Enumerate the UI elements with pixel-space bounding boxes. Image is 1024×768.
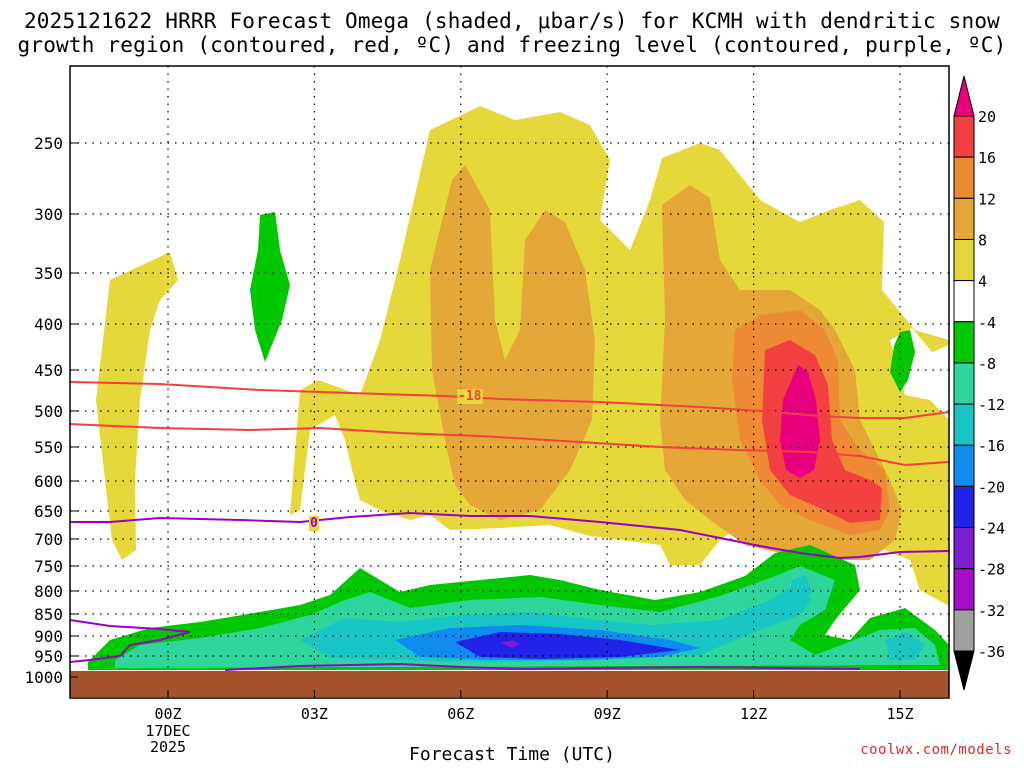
y-tick-label-800: 800 xyxy=(34,582,63,601)
chart-title-line-1: 2025121622 HRRR Forecast Omega (shaded, … xyxy=(23,9,1001,33)
x-tick-label-06Z: 06Z xyxy=(447,705,474,723)
x-date-label-0: 17DEC xyxy=(145,722,190,740)
colorbar-label-2: 12 xyxy=(978,190,996,208)
colorbar-label-4: 4 xyxy=(978,273,987,291)
x-tick-label-03Z: 03Z xyxy=(301,705,328,723)
colorbar-swatch-6 xyxy=(953,321,975,364)
y-tick-label-500: 500 xyxy=(34,402,63,421)
colorbar-swatch-10 xyxy=(953,485,975,529)
colorbar-label-10: -24 xyxy=(978,520,1005,538)
colorbar-label-12: -32 xyxy=(978,602,1005,620)
colorbar-swatch-9 xyxy=(953,444,975,487)
y-tick-label-950: 950 xyxy=(34,647,63,666)
x-tick-label-00Z: 00Z xyxy=(154,705,181,723)
colorbar-label-3: 8 xyxy=(978,231,987,249)
plot-frame xyxy=(69,65,950,699)
omega-region-neg-4-8-small xyxy=(890,330,915,392)
x-tick-label-15Z: 15Z xyxy=(886,705,913,723)
y-tick-label-650: 650 xyxy=(34,502,63,521)
colorbar-label-0: 20 xyxy=(978,108,996,126)
dgz-contour-label: -18 xyxy=(458,389,482,404)
chart-title-line-2: growth region (contoured, red, ºC) and f… xyxy=(17,33,1007,57)
lbl-fz-bg xyxy=(309,516,319,531)
y-tick-label-450: 450 xyxy=(34,361,63,380)
x-date-label-1: 2025 xyxy=(150,738,186,756)
colorbar-swatch-11 xyxy=(953,527,975,570)
omega-region-neg-24-28 xyxy=(500,640,520,648)
x-axis-label: Forecast Time (UTC) xyxy=(409,744,615,765)
y-tick-label-900: 900 xyxy=(34,627,63,646)
colorbar-label-13: -36 xyxy=(978,643,1005,661)
x-tick-label-09Z: 09Z xyxy=(594,705,621,723)
colorbar-label-9: -20 xyxy=(978,478,1005,496)
omega-region-above-20 xyxy=(780,365,820,478)
colorbar-swatch-8 xyxy=(953,403,975,446)
omega-region-neg-20-24 xyxy=(455,632,680,659)
dgz-lower-contour xyxy=(70,423,949,467)
y-tick-label-1000: 1000 xyxy=(24,668,63,687)
colorbar-swatch-5 xyxy=(953,280,975,323)
y-tick-label-400: 400 xyxy=(34,315,63,334)
colorbar-swatch-2 xyxy=(953,156,975,199)
omega-region-neg-12-16-blob xyxy=(790,575,812,602)
freezing-level-surface-contour xyxy=(224,662,861,671)
omega-region-4-8-left xyxy=(96,252,178,560)
colorbar-label-6: -8 xyxy=(978,355,996,373)
dgz-upper-contour xyxy=(70,381,949,419)
colorbar-swatch-13 xyxy=(953,609,975,652)
y-tick-label-750: 750 xyxy=(34,557,63,576)
site-credit[interactable]: coolwx.com/models xyxy=(860,742,1012,758)
freezing-level-low-contour xyxy=(70,619,191,663)
omega-region-neg-12-16-right xyxy=(885,632,925,660)
y-tick-label-600: 600 xyxy=(34,472,63,491)
y-tick-label-700: 700 xyxy=(34,530,63,549)
colorbar-bottom-arrow xyxy=(953,650,975,691)
colorbar-label-7: -12 xyxy=(978,396,1005,414)
freezing-level-contour xyxy=(70,511,949,560)
colorbar-swatch-1 xyxy=(953,115,975,158)
y-tick-label-300: 300 xyxy=(34,205,63,224)
y-tick-label-350: 350 xyxy=(34,264,63,283)
y-tick-label-250: 250 xyxy=(34,134,63,153)
colorbar-swatch-3 xyxy=(953,197,975,240)
colorbar-label-8: -16 xyxy=(978,437,1005,455)
colorbar-top-arrow xyxy=(953,75,975,117)
colorbar-label-11: -28 xyxy=(978,561,1005,579)
colorbar-label-5: -4 xyxy=(978,314,996,332)
colorbar-swatch-12 xyxy=(953,568,975,611)
freezing-contour-label: 0 xyxy=(310,516,318,531)
x-tick-label-12Z: 12Z xyxy=(740,705,767,723)
colorbar-label-1: 16 xyxy=(978,149,996,167)
lbl-dgz-bg xyxy=(457,389,483,404)
y-tick-label-550: 550 xyxy=(34,438,63,457)
omega-region-8-12-left xyxy=(430,165,595,520)
colorbar-swatch-7 xyxy=(953,362,975,405)
colorbar-swatch-4 xyxy=(953,238,975,282)
y-tick-label-850: 850 xyxy=(34,605,63,624)
ground-strip xyxy=(70,671,949,697)
